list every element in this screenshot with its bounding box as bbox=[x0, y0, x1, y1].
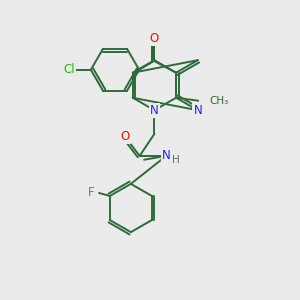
Text: F: F bbox=[88, 187, 94, 200]
Text: O: O bbox=[120, 130, 130, 143]
Text: N: N bbox=[162, 149, 171, 162]
Text: N: N bbox=[150, 104, 159, 117]
Text: O: O bbox=[149, 32, 159, 45]
Text: CH₃: CH₃ bbox=[209, 96, 229, 106]
Text: N: N bbox=[194, 104, 202, 117]
Text: Cl: Cl bbox=[63, 63, 75, 76]
Text: O: O bbox=[150, 32, 159, 45]
Text: H: H bbox=[172, 155, 179, 165]
